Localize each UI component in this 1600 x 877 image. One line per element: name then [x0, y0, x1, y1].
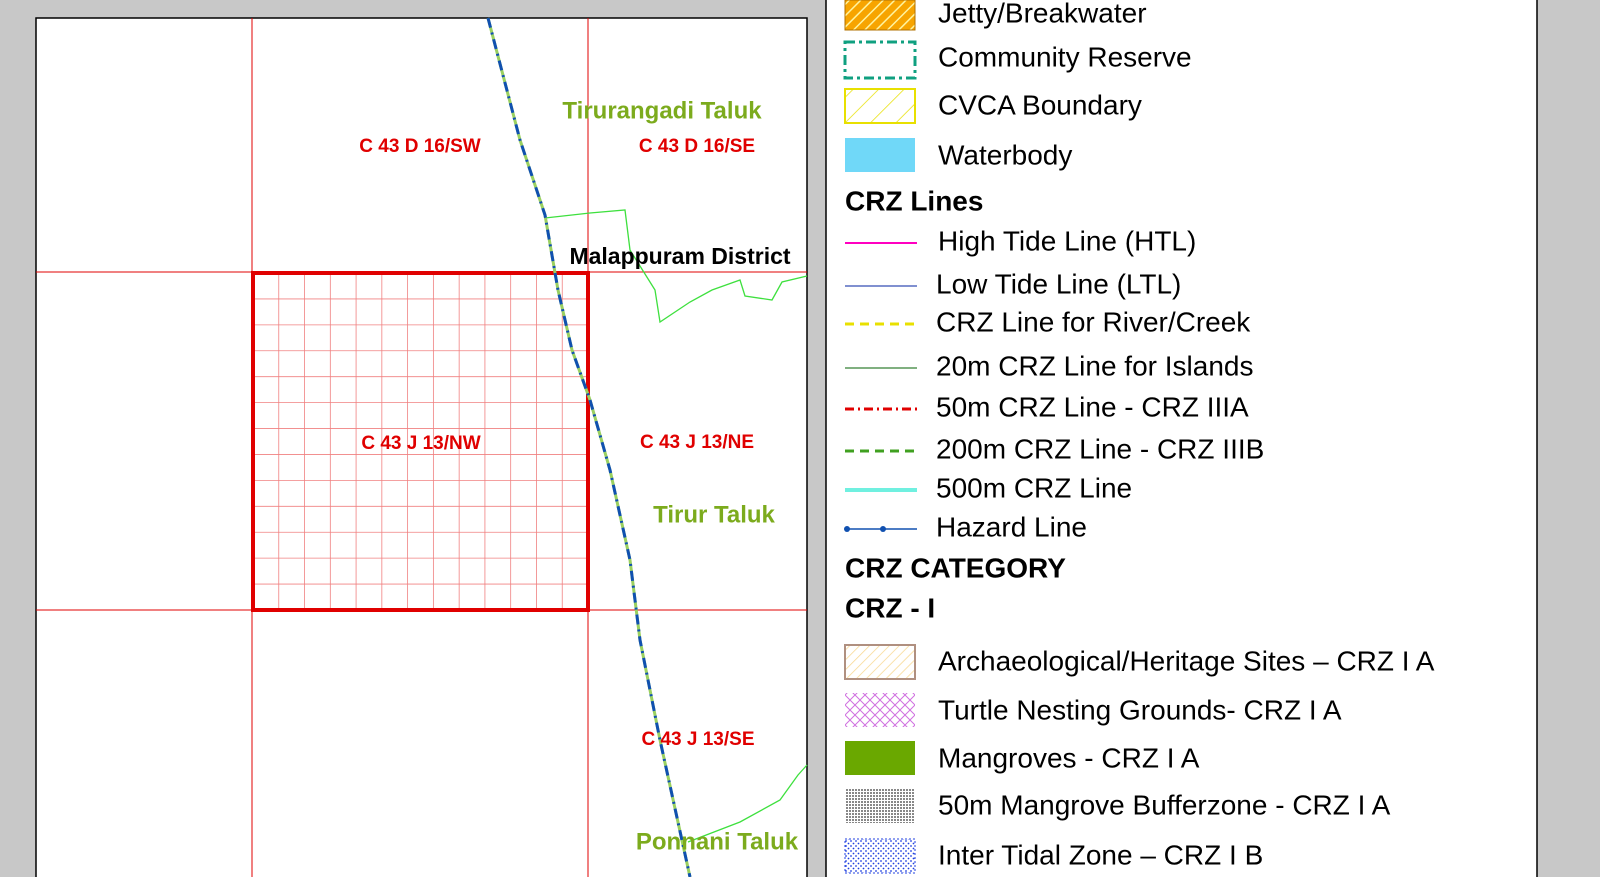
- legend-label: Inter Tidal Zone – CRZ I B: [938, 839, 1263, 870]
- legend-item: 50m CRZ Line - CRZ IIIA: [845, 391, 1249, 422]
- legend-item: CRZ Line for River/Creek: [845, 306, 1251, 337]
- legend-item: 500m CRZ Line: [845, 472, 1132, 503]
- legend-label: 50m CRZ Line - CRZ IIIA: [936, 391, 1249, 422]
- swatch: [844, 838, 916, 874]
- legend-item: CRZ CATEGORY: [845, 552, 1066, 583]
- legend-item: Community Reserve: [843, 40, 1192, 80]
- selected-sheet: [251, 271, 590, 612]
- legend-item: Mangroves - CRZ I A: [845, 741, 1200, 775]
- legend-label: Community Reserve: [938, 41, 1192, 72]
- map-label: Ponnani Taluk: [636, 828, 799, 855]
- legend-item: High Tide Line (HTL): [845, 225, 1196, 256]
- legend-item: Archaeological/Heritage Sites – CRZ I A: [844, 644, 1435, 680]
- map-label: Malappuram District: [569, 243, 790, 269]
- map-label: C 43 J 13/SE: [641, 729, 754, 750]
- swatch: [843, 40, 917, 80]
- legend-heading: CRZ - I: [845, 592, 935, 623]
- legend-heading: CRZ CATEGORY: [845, 552, 1066, 583]
- swatch: [844, 0, 916, 31]
- legend-item: CVCA Boundary: [844, 88, 1142, 124]
- swatch: [845, 741, 915, 775]
- swatch: [845, 789, 915, 823]
- map-label: C 43 J 13/NW: [361, 433, 480, 454]
- legend-label: Archaeological/Heritage Sites – CRZ I A: [938, 645, 1435, 676]
- legend-label: Mangroves - CRZ I A: [938, 742, 1200, 773]
- legend-item: Waterbody: [845, 138, 1072, 172]
- legend-item: CRZ - I: [845, 592, 935, 623]
- legend-label: High Tide Line (HTL): [938, 225, 1196, 256]
- legend-label: Low Tide Line (LTL): [936, 268, 1181, 299]
- map-label: C 43 D 16/SW: [359, 136, 480, 157]
- legend-label: 200m CRZ Line - CRZ IIIB: [936, 433, 1264, 464]
- legend-label: Waterbody: [938, 139, 1072, 170]
- boundaries: [544, 209, 808, 843]
- legend-item: Turtle Nesting Grounds- CRZ I A: [845, 693, 1342, 727]
- legend-label: 20m CRZ Line for Islands: [936, 350, 1253, 381]
- legend-label: CRZ Line for River/Creek: [936, 306, 1251, 337]
- legend-item: 50m Mangrove Bufferzone - CRZ I A: [845, 789, 1391, 823]
- sub-grid: [253, 273, 588, 610]
- legend-item: Inter Tidal Zone – CRZ I B: [844, 838, 1263, 874]
- legend-heading: CRZ Lines: [845, 185, 983, 216]
- legend-item: 20m CRZ Line for Islands: [845, 350, 1253, 381]
- map-frame: [35, 17, 808, 877]
- swatch: [845, 693, 915, 727]
- hazard-line: [486, 17, 692, 877]
- legend-item: Hazard Line: [844, 511, 1087, 542]
- legend-item: Jetty/Breakwater: [844, 0, 1147, 31]
- legend-label: CVCA Boundary: [938, 89, 1142, 120]
- legend-panel: [825, 0, 1538, 877]
- legend-item: Low Tide Line (LTL): [845, 268, 1181, 299]
- legend-item: 200m CRZ Line - CRZ IIIB: [845, 433, 1264, 464]
- legend-label: Turtle Nesting Grounds- CRZ I A: [938, 694, 1342, 725]
- swatch: [844, 644, 916, 680]
- swatch-dot: [880, 526, 886, 532]
- swatch: [845, 138, 915, 172]
- map-label: C 43 J 13/NE: [640, 432, 754, 453]
- legend-label: 500m CRZ Line: [936, 472, 1132, 503]
- map-label: Tirurangadi Taluk: [562, 97, 762, 124]
- legend-label: 50m Mangrove Bufferzone - CRZ I A: [938, 789, 1391, 820]
- map-label: Tirur Taluk: [653, 501, 775, 528]
- legend-item: CRZ Lines: [845, 185, 983, 216]
- map-label: C 43 D 16/SE: [639, 136, 755, 157]
- swatch: [844, 88, 916, 124]
- map-panel: C 43 D 16/SW C 43 D 16/SE Tirurangadi Talu…: [35, 17, 808, 877]
- swatch-dot: [844, 526, 850, 532]
- legend-label: Jetty/Breakwater: [938, 0, 1147, 28]
- legend-label: Hazard Line: [936, 511, 1087, 542]
